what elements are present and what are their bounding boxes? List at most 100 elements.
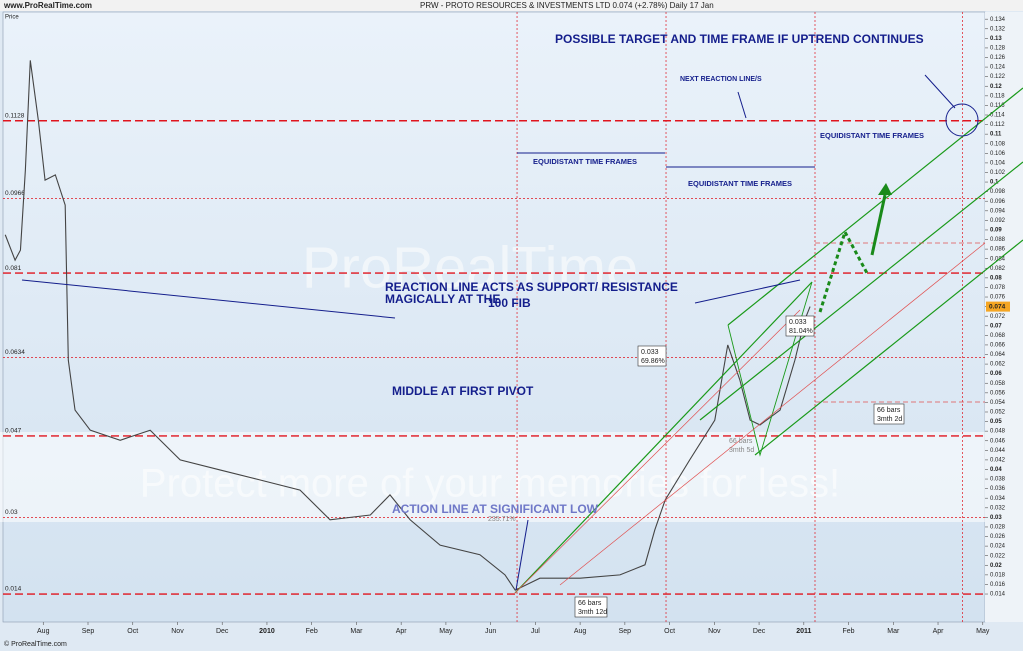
y-tick-label: 0.096 [990, 199, 1006, 205]
blue-arrows [21, 74, 979, 591]
y-tick-label: 0.122 [990, 74, 1006, 80]
x-tick-label: Oct [664, 628, 675, 635]
y-tick-label: 0.018 [990, 572, 1006, 578]
y-tick-label: 0.03 [990, 515, 1002, 521]
action-line [514, 281, 813, 594]
plot-area [2, 11, 986, 623]
y-tick-label: 0.024 [990, 544, 1006, 550]
fib-label: 0.047 [5, 428, 22, 435]
y-tick-label: 0.102 [990, 170, 1006, 176]
y-tick-label: 0.052 [990, 410, 1006, 416]
y-tick-label: 0.104 [990, 160, 1006, 166]
y-tick-label: 0.058 [990, 381, 1006, 387]
x-tick-label: 2010 [259, 628, 275, 635]
y-tick-label: 0.016 [990, 582, 1006, 588]
annotation: EQUIDISTANT TIME FRAMES [688, 179, 792, 188]
x-tick-label: Jun [485, 628, 496, 635]
y-tick-label: 0.06 [990, 371, 1002, 377]
y-tick-label: 0.124 [990, 65, 1006, 71]
y-tick-label: 0.028 [990, 525, 1006, 531]
y-tick-label: 0.084 [990, 256, 1006, 262]
fib-label: 0.0966 [5, 190, 25, 197]
annotation: REACTION LINE ACTS AS SUPPORT/ RESISTANC… [385, 280, 678, 294]
annotation: MIDDLE AT FIRST PIVOT [392, 384, 534, 398]
y-tick-label: 0.026 [990, 534, 1006, 540]
fib-label: 0.0634 [5, 349, 25, 356]
y-tick-label: 0.088 [990, 237, 1006, 243]
x-tick-label: Mar [350, 628, 363, 635]
channel-line [754, 239, 1023, 456]
y-tick-label: 0.116 [990, 103, 1005, 109]
annotation: POSSIBLE TARGET AND TIME FRAME IF UPTREN… [555, 32, 924, 46]
last-price-box [986, 301, 1010, 312]
info-box: 0.033 81.04% [785, 315, 815, 337]
annotation: EQUIDISTANT TIME FRAMES [533, 157, 637, 166]
y-tick-label: 0.118 [990, 93, 1005, 99]
info-box: 66 bars 3mth 12d [574, 596, 608, 618]
y-tick-label: 0.014 [990, 592, 1006, 598]
y-tick-label: 0.076 [990, 295, 1006, 301]
y-tick-label: 0.108 [990, 141, 1006, 147]
y-tick-label: 0.04 [990, 467, 1002, 473]
axis-caption: Price [5, 15, 19, 21]
y-tick-label: 0.068 [990, 333, 1006, 339]
y-tick-label: 0.042 [990, 457, 1006, 463]
x-tick-label: Oct [127, 628, 138, 635]
chart-title: PRW - PROTO RESOURCES & INVESTMENTS LTD … [420, 1, 714, 10]
y-tick-label: 0.036 [990, 486, 1006, 492]
y-tick-label: 0.032 [990, 505, 1006, 511]
y-tick-label: 0.092 [990, 218, 1006, 224]
x-tick-label: Sep [82, 628, 95, 635]
info-box: 0.033 69.86% [637, 345, 667, 367]
y-tick-label: 0.094 [990, 208, 1006, 214]
x-tick-label: Feb [843, 628, 855, 635]
box-text: 235.71% [488, 516, 516, 523]
y-tick-label: 0.11 [990, 132, 1002, 138]
y-tick-label: 0.126 [990, 55, 1006, 61]
box-text: 66 bars [729, 438, 753, 445]
y-tick-label: 0.106 [990, 151, 1006, 157]
median-lines [514, 242, 986, 594]
pivot-line [727, 281, 813, 457]
y-tick-label: 0.062 [990, 362, 1006, 368]
fib-label: 0.03 [5, 509, 18, 516]
y-tick-label: 0.064 [990, 352, 1006, 358]
y-tick-label: 0.054 [990, 400, 1006, 406]
footer: © ProRealTime.com [4, 640, 67, 648]
x-tick-label: Nov [171, 628, 184, 635]
box-text: 0.033 [789, 319, 807, 326]
y-tick-label: 0.044 [990, 448, 1006, 454]
y-tick-label: 0.098 [990, 189, 1006, 195]
y-tick-label: 0.078 [990, 285, 1006, 291]
last-price-label: 0.074 [989, 303, 1006, 310]
y-tick-label: 0.134 [990, 17, 1006, 23]
box-text: 66 bars [578, 600, 602, 607]
watermark: ProRealTime [302, 235, 638, 300]
info-box: 235.71% [488, 516, 516, 523]
y-tick-label: 0.13 [990, 36, 1002, 42]
x-tick-label: 2011 [796, 628, 811, 635]
arrow [737, 91, 747, 119]
channel-line [699, 161, 1023, 421]
solid-arrow [870, 194, 887, 256]
box-text: 81.04% [789, 328, 813, 335]
annotation: EQUIDISTANT TIME FRAMES [820, 131, 924, 140]
x-tick-label: Aug [37, 628, 50, 635]
box-text: 69.86% [641, 358, 665, 365]
y-tick-label: 0.02 [990, 563, 1002, 569]
x-tick-label: Mar [887, 628, 900, 635]
box-text: 3mth 12d [578, 609, 607, 616]
median-line [559, 242, 986, 586]
box-text: 0.033 [641, 349, 659, 356]
annotation: NEXT REACTION LINE/S [680, 76, 762, 83]
y-tick-label: 0.034 [990, 496, 1006, 502]
y-tick-label: 0.022 [990, 553, 1006, 559]
y-tick-label: 0.072 [990, 314, 1006, 320]
x-tick-label: Apr [933, 628, 945, 635]
projection-arrows [818, 183, 892, 313]
watermark-band [0, 432, 985, 522]
y-tick-label: 0.046 [990, 438, 1006, 444]
annotation: 100 FIB [488, 296, 531, 310]
info-box: 66 bars 3mth 5d [729, 438, 754, 454]
